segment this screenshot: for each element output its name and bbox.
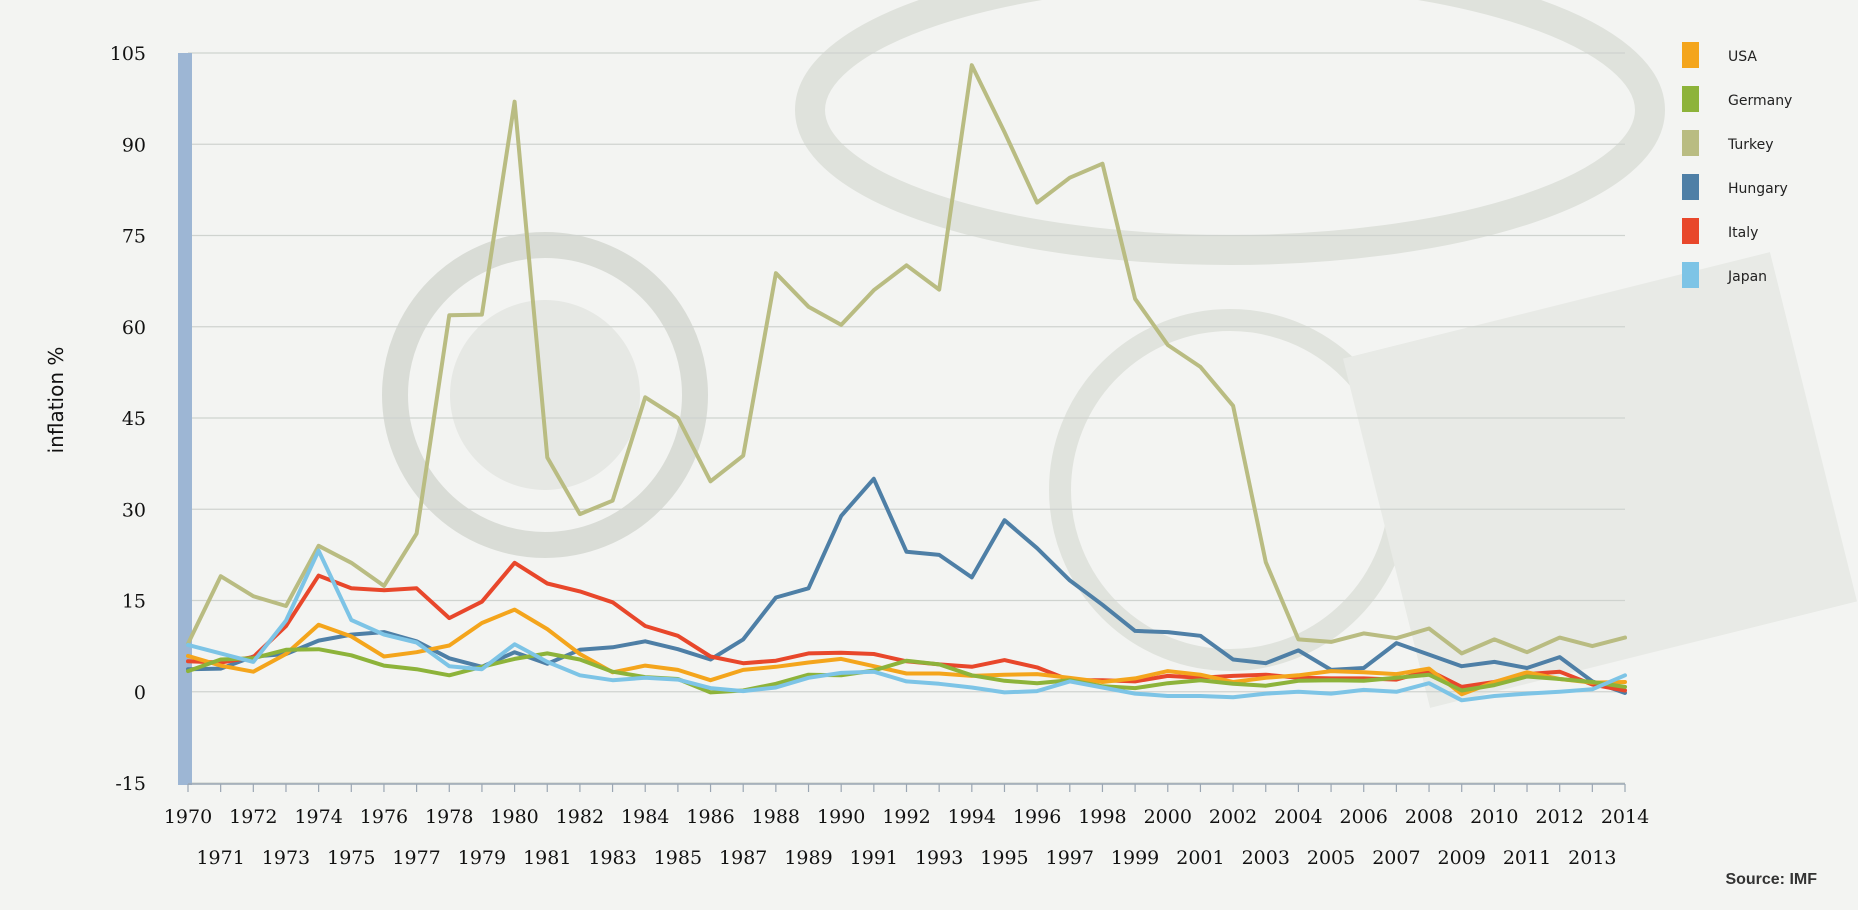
y-tick-labels: -15 0 15 30 45 60 75 90 105 <box>110 43 146 795</box>
x-tick-label: 1989 <box>784 847 832 869</box>
x-tick-label: 1981 <box>523 847 571 869</box>
legend: USA Germany Turkey Hungary Italy Japan <box>1682 42 1792 288</box>
x-tick-label: 1995 <box>980 847 1028 869</box>
y-tick-label: 15 <box>122 591 146 613</box>
y-tick-label: -15 <box>115 773 146 795</box>
x-tick-label: 2014 <box>1601 806 1649 828</box>
x-tick-label: 2004 <box>1274 806 1322 828</box>
x-tick-label: 1975 <box>327 847 375 869</box>
legend-label-germany: Germany <box>1728 93 1792 109</box>
x-tick-label: 2010 <box>1470 806 1518 828</box>
x-tick-label: 1998 <box>1078 806 1126 828</box>
legend-label-italy: Italy <box>1728 225 1758 241</box>
note-ornament-shape <box>795 0 1665 265</box>
x-tick-label: 1990 <box>817 806 865 828</box>
y-tick-label: 90 <box>122 134 146 156</box>
y-axis-bar <box>178 53 192 785</box>
y-axis-label: inflation % <box>44 347 68 454</box>
legend-swatch-japan <box>1682 262 1699 288</box>
x-tick-label: 1992 <box>882 806 930 828</box>
x-tick-label: 1985 <box>654 847 702 869</box>
x-tick-label: 1988 <box>752 806 800 828</box>
x-tick-label: 1984 <box>621 806 669 828</box>
y-tick-label: 0 <box>134 682 146 704</box>
x-tick-label: 1997 <box>1046 847 1094 869</box>
x-tick-label: 1970 <box>164 806 212 828</box>
y-tick-label: 60 <box>122 317 146 339</box>
y-tick-label: 45 <box>122 408 146 430</box>
legend-label-japan: Japan <box>1727 269 1767 285</box>
x-tick-label: 1979 <box>458 847 506 869</box>
legend-swatch-italy <box>1682 218 1699 244</box>
x-tick-label: 2001 <box>1176 847 1224 869</box>
seal-center-shape <box>450 300 640 490</box>
x-tick-label: 2003 <box>1242 847 1290 869</box>
x-tick-label: 1972 <box>229 806 277 828</box>
x-tick-label: 1987 <box>719 847 767 869</box>
x-tick-label: 1999 <box>1111 847 1159 869</box>
x-tick-label: 2013 <box>1568 847 1616 869</box>
seal-shape <box>382 232 708 558</box>
x-tick-label: 1983 <box>588 847 636 869</box>
x-tick-label: 2002 <box>1209 806 1257 828</box>
legend-label-usa: USA <box>1728 49 1757 65</box>
series-line-germany <box>186 647 1627 695</box>
x-tick-label: 2011 <box>1503 847 1551 869</box>
y-tick-label: 105 <box>110 43 146 65</box>
legend-swatch-germany <box>1682 86 1699 112</box>
legend-swatch-usa <box>1682 42 1699 68</box>
source-note: Source: IMF <box>1725 871 1817 888</box>
y-tick-label: 75 <box>122 226 146 248</box>
x-tick-label: 1991 <box>850 847 898 869</box>
legend-label-turkey: Turkey <box>1727 137 1774 153</box>
x-tick-label: 1978 <box>425 806 473 828</box>
y-tick-label: 30 <box>122 499 146 521</box>
legend-label-hungary: Hungary <box>1728 181 1788 197</box>
x-tick-label: 1993 <box>915 847 963 869</box>
x-tick-label: 1986 <box>686 806 734 828</box>
x-tick-label: 1994 <box>948 806 996 828</box>
x-tick-label: 2007 <box>1372 847 1420 869</box>
x-tick-label: 2000 <box>1144 806 1192 828</box>
x-tick-label: 1971 <box>196 847 244 869</box>
note-corner-shape <box>1342 252 1858 708</box>
series-line-turkey <box>186 63 1627 656</box>
x-tick-label: 1973 <box>262 847 310 869</box>
x-tick-label: 1982 <box>556 806 604 828</box>
series-line-japan <box>186 548 1627 703</box>
axes: inflation % <box>44 53 1625 785</box>
x-tick-labels: 1970 1971 1972 1973 1974 1975 1976 1977 1978 1979… <box>164 784 1649 869</box>
x-tick-label: 1977 <box>392 847 440 869</box>
x-tick-label: 2008 <box>1405 806 1453 828</box>
x-tick-label: 2005 <box>1307 847 1355 869</box>
x-tick-label: 2009 <box>1438 847 1486 869</box>
x-tick-label: 2012 <box>1536 806 1584 828</box>
x-tick-label: 1974 <box>294 806 342 828</box>
series-lines <box>186 63 1627 703</box>
legend-swatch-hungary <box>1682 174 1699 200</box>
x-tick-label: 1976 <box>360 806 408 828</box>
x-tick-label: 2006 <box>1340 806 1388 828</box>
x-tick-label: 1980 <box>490 806 538 828</box>
legend-swatch-turkey <box>1682 130 1699 156</box>
x-tick-label: 1996 <box>1013 806 1061 828</box>
series-line-hungary <box>186 476 1627 695</box>
